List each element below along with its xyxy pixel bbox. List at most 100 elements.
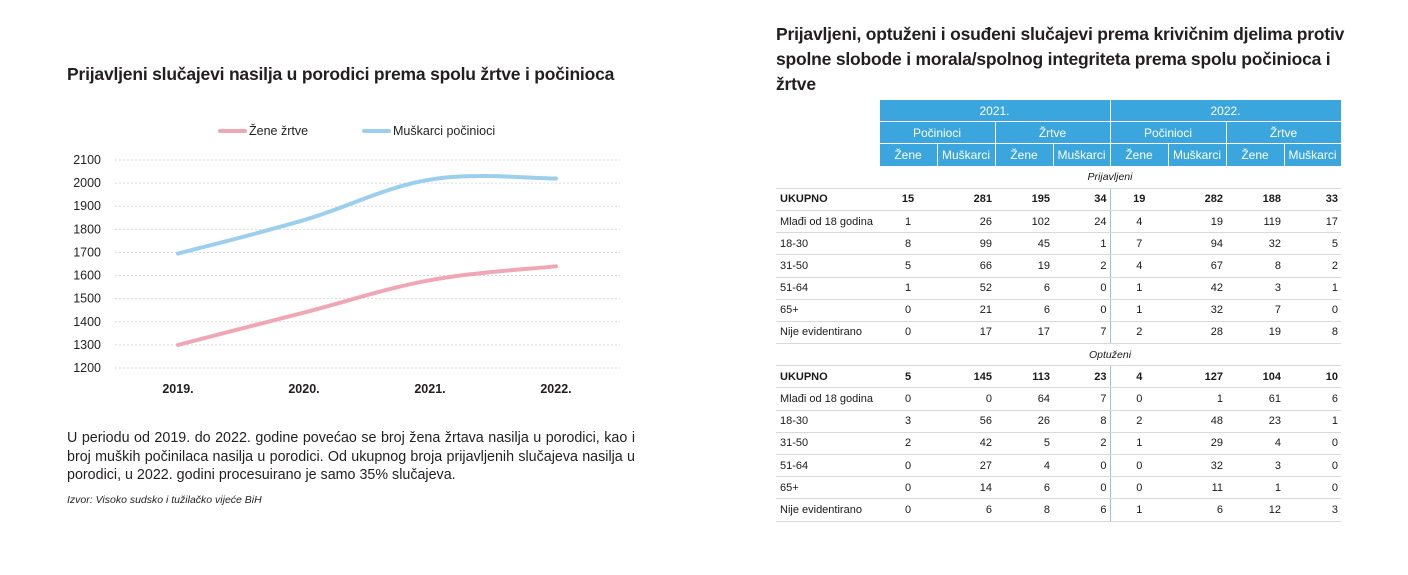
table-row: 31-50 2 42 5 2 1 29 4 0 xyxy=(776,432,1342,456)
table-cell: 3 xyxy=(1226,454,1285,478)
table-row: 18-30 8 99 45 1 7 94 32 5 xyxy=(776,232,1342,256)
table-cell: 5 xyxy=(879,365,937,389)
table-cell: 1 xyxy=(1168,387,1227,411)
table-cell: 104 xyxy=(1226,365,1285,389)
table-cell: 4 xyxy=(1110,254,1169,278)
table-cell: 19 xyxy=(995,254,1053,278)
table-cell: 1 xyxy=(1284,410,1342,433)
table-row: Nije evidentirano 0 6 8 6 1 6 12 3 xyxy=(776,498,1342,522)
table-cell: 282 xyxy=(1168,188,1227,211)
header-year-2021: 2021. xyxy=(878,98,1111,123)
table-cell: 6 xyxy=(1284,387,1342,411)
row-label: 31-50 xyxy=(776,432,879,456)
row-label: 51-64 xyxy=(776,454,879,478)
y-tick-label: 1800 xyxy=(73,222,101,236)
table-cell: 0 xyxy=(1284,454,1342,478)
table-cell: 66 xyxy=(937,254,995,278)
table-cell: 7 xyxy=(1226,299,1285,322)
table-cell: 281 xyxy=(937,188,995,211)
header-sex-zene: Žene xyxy=(1109,143,1169,167)
table-cell: 0 xyxy=(879,299,937,322)
table-cell: 7 xyxy=(1053,387,1111,411)
table-cell: 7 xyxy=(1053,321,1111,345)
table-cell: 0 xyxy=(1053,299,1111,322)
table-cell: 34 xyxy=(1053,188,1111,211)
table-cell: 1 xyxy=(1110,299,1169,322)
table-cell: 113 xyxy=(995,365,1053,389)
table-cell: 0 xyxy=(1110,476,1169,500)
chart-title: Prijavljeni slučajevi nasilja u porodici… xyxy=(67,64,615,84)
table-cell: 4 xyxy=(995,454,1053,478)
table-cell: 17 xyxy=(937,321,995,345)
table-cell: 127 xyxy=(1168,365,1227,389)
table-cell: 188 xyxy=(1226,188,1285,211)
table-cell: 21 xyxy=(937,299,995,322)
row-label: 18-30 xyxy=(776,232,879,256)
table-cell: 28 xyxy=(1168,321,1227,345)
table-cell: 2 xyxy=(1110,321,1169,345)
table-cell: 42 xyxy=(1168,277,1227,300)
table-title: Prijavljeni, optuženi i osuđeni slučajev… xyxy=(776,24,1345,94)
row-label: Mlađi od 18 godina xyxy=(776,387,879,411)
table-cell: 33 xyxy=(1284,188,1342,211)
table-cell: 8 xyxy=(879,232,937,256)
row-label: Nije evidentirano xyxy=(776,498,879,522)
table-cell: 0 xyxy=(879,498,937,522)
table-cell: 48 xyxy=(1168,410,1227,433)
table-cell: 17 xyxy=(995,321,1053,345)
section-label: Optuženi xyxy=(879,343,1342,367)
table-cell: 1 xyxy=(1053,232,1111,256)
table-row: 51-64 0 27 4 0 0 32 3 0 xyxy=(776,454,1342,478)
series-line xyxy=(176,174,558,256)
x-tick-label: 2021. xyxy=(414,382,445,396)
table-cell: 2 xyxy=(1110,410,1169,433)
table-cell: 195 xyxy=(995,188,1053,211)
header-group-zrtve: Žrtve xyxy=(1225,121,1342,145)
table-cell: 0 xyxy=(1053,454,1111,478)
table-row: 18-30 3 56 26 8 2 48 23 1 xyxy=(776,410,1342,433)
table-cell: 6 xyxy=(1053,498,1111,522)
table-cell: 4 xyxy=(1110,210,1169,234)
table-cell: 1 xyxy=(879,210,937,234)
table-cell: 0 xyxy=(879,387,937,411)
section-header-row: Optuženi xyxy=(776,343,1342,367)
table-cell: 2 xyxy=(1053,254,1111,278)
table-cell: 10 xyxy=(1284,365,1342,389)
table-cell: 64 xyxy=(995,387,1053,411)
x-tick-label: 2019. xyxy=(162,382,193,396)
header-blank xyxy=(776,121,879,144)
table-row: UKUPNO 15 281 195 34 19 282 188 33 xyxy=(776,188,1342,211)
y-tick-label: 1500 xyxy=(73,292,101,306)
table-cell: 26 xyxy=(995,410,1053,433)
table-cell: 4 xyxy=(1110,365,1169,389)
table-cell: 56 xyxy=(937,410,995,433)
table-cell: 8 xyxy=(1053,410,1111,433)
table-cell: 17 xyxy=(1284,210,1342,234)
table-row: Mlađi od 18 godina 0 0 64 7 0 1 61 6 xyxy=(776,387,1342,411)
table-cell: 102 xyxy=(995,210,1053,234)
table-cell: 99 xyxy=(937,232,995,256)
table-cell: 2 xyxy=(879,432,937,456)
table-cell: 7 xyxy=(1110,232,1169,256)
table-cell: 19 xyxy=(1110,188,1169,211)
table-row: UKUPNO 5 145 113 23 4 127 104 10 xyxy=(776,365,1342,389)
table-row: 51-64 1 52 6 0 1 42 3 1 xyxy=(776,277,1342,300)
table-cell: 23 xyxy=(1053,365,1111,389)
table-cell: 3 xyxy=(879,410,937,433)
section-header-blank xyxy=(776,343,879,367)
table-cell: 12 xyxy=(1226,498,1285,522)
table-cell: 32 xyxy=(1168,299,1227,322)
header-sex-muskarci: Muškarci xyxy=(1283,143,1342,167)
header-sex-muskarci: Muškarci xyxy=(1052,143,1111,167)
row-label: Nije evidentirano xyxy=(776,321,879,345)
table-row: Nije evidentirano 0 17 17 7 2 28 19 8 xyxy=(776,321,1342,345)
row-label: 51-64 xyxy=(776,277,879,300)
table-cell: 5 xyxy=(879,254,937,278)
table-cell: 61 xyxy=(1226,387,1285,411)
x-tick-label: 2020. xyxy=(288,382,319,396)
row-label: Mlađi od 18 godina xyxy=(776,210,879,234)
section-header-blank xyxy=(776,166,879,189)
header-sex-zene: Žene xyxy=(878,143,938,167)
legend-label: Žene žrtve xyxy=(249,123,308,138)
table-cell: 6 xyxy=(1168,498,1227,522)
